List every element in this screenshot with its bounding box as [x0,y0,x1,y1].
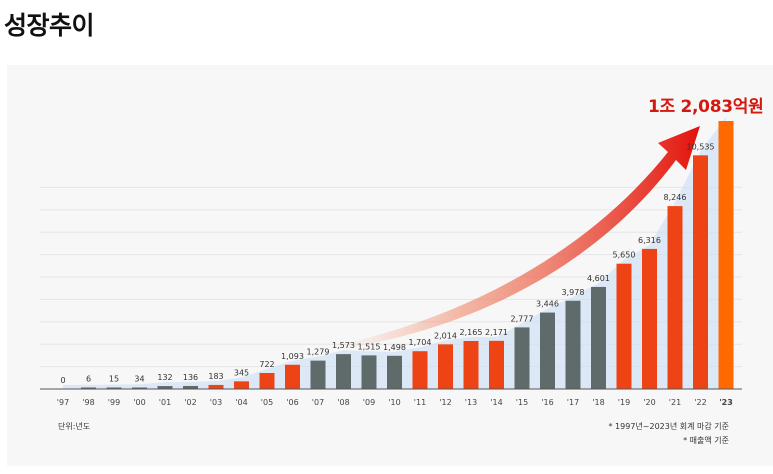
value-label: 5,650 [613,251,636,260]
x-tick-labels: '97 '98 '99 '00 '01 '02 '03 '04 '05 '06 '07 '08 '09 '… [57,398,733,407]
x-tick-label: '01 [159,398,171,407]
bar-17 [565,300,581,389]
bar-10 [387,355,402,389]
bar-98 [81,387,96,389]
x-tick-label: '08 [337,398,349,407]
bar-21 [667,206,683,389]
x-tick-label: '05 [261,398,273,407]
value-label: 1,573 [332,341,355,350]
bar-99 [106,387,122,389]
x-tick-label: '06 [286,398,298,407]
unit-note: 단위:년도 [58,422,91,431]
value-label: 8,246 [664,193,687,202]
value-label: 136 [183,373,198,382]
value-label: 34 [134,375,144,384]
bar-00 [132,387,147,389]
x-tick-label: '13 [465,398,477,407]
value-label: 2,014 [434,331,457,340]
growth-background-band [63,117,726,389]
bar-18 [591,286,606,389]
bar-02 [183,385,198,389]
bar-04 [234,381,249,389]
x-tick-label: '99 [108,398,120,407]
x-tick-label: '17 [567,398,579,407]
value-label: 1,279 [307,348,330,357]
x-tick-label: '12 [439,398,451,407]
bar-01 [157,386,173,389]
bar-05 [259,372,275,389]
bar-13 [463,340,479,389]
x-tick-label: '97 [57,398,69,407]
x-tick-label: '00 [133,398,145,407]
x-tick-label: '10 [388,398,400,407]
bar-15 [514,327,530,389]
value-label: 2,777 [511,314,534,323]
x-tick-label: '15 [516,398,528,407]
x-tick-label: '18 [592,398,604,407]
footnote-revenue: * 매출액 기준 [683,436,729,445]
bar-12 [438,344,453,389]
bar-11 [412,351,428,389]
x-tick-label: '98 [82,398,94,407]
x-tick-label: '21 [669,398,681,407]
x-tick-label: '02 [184,398,196,407]
x-tick-label: '04 [235,398,247,407]
bars [81,121,734,389]
value-label: 3,446 [536,300,559,309]
value-label: 1,704 [409,338,432,347]
x-tick-label: '16 [541,398,553,407]
bar-09 [361,355,377,389]
bar-06 [285,364,300,389]
bar-20 [642,248,657,389]
x-tick-label: '23 [719,398,733,407]
bar-14 [489,340,504,389]
bar-16 [540,312,555,389]
bar-03 [208,384,224,389]
value-label: 1,093 [281,352,304,361]
x-tick-label: '14 [490,398,502,407]
value-label: 10,535 [687,142,715,151]
value-label: 132 [157,373,172,382]
value-label: 15 [109,375,119,384]
value-label: 345 [234,368,249,377]
x-tick-label: '11 [414,398,426,407]
x-tick-label: '20 [643,398,655,407]
bar-22 [693,155,708,389]
value-label: 0 [60,376,65,385]
x-tick-label: '03 [210,398,222,407]
value-label: 1,498 [383,343,406,352]
value-label: 3,978 [562,288,585,297]
x-tick-label: '19 [618,398,630,407]
x-tick-label: '07 [312,398,324,407]
footnote-fiscal: * 1997년~2023년 회계 마감 기준 [608,422,729,431]
value-label: 6 [86,375,91,384]
total-2023-callout: 1조 2,083억원 [648,97,764,117]
bar-08 [336,354,351,389]
x-tick-label: '22 [694,398,706,407]
bar-19 [616,263,632,389]
value-label: 183 [208,372,223,381]
bar-23 [718,121,734,389]
value-label: 4,601 [587,274,610,283]
value-label: 6,316 [638,236,661,245]
value-label: 2,165 [460,328,483,337]
bar-07 [310,360,326,389]
value-label: 2,171 [485,328,508,337]
x-tick-label: '09 [363,398,375,407]
page-title: 성장추이 [4,11,95,40]
value-label: 1,515 [358,342,381,351]
value-label: 722 [259,360,274,369]
